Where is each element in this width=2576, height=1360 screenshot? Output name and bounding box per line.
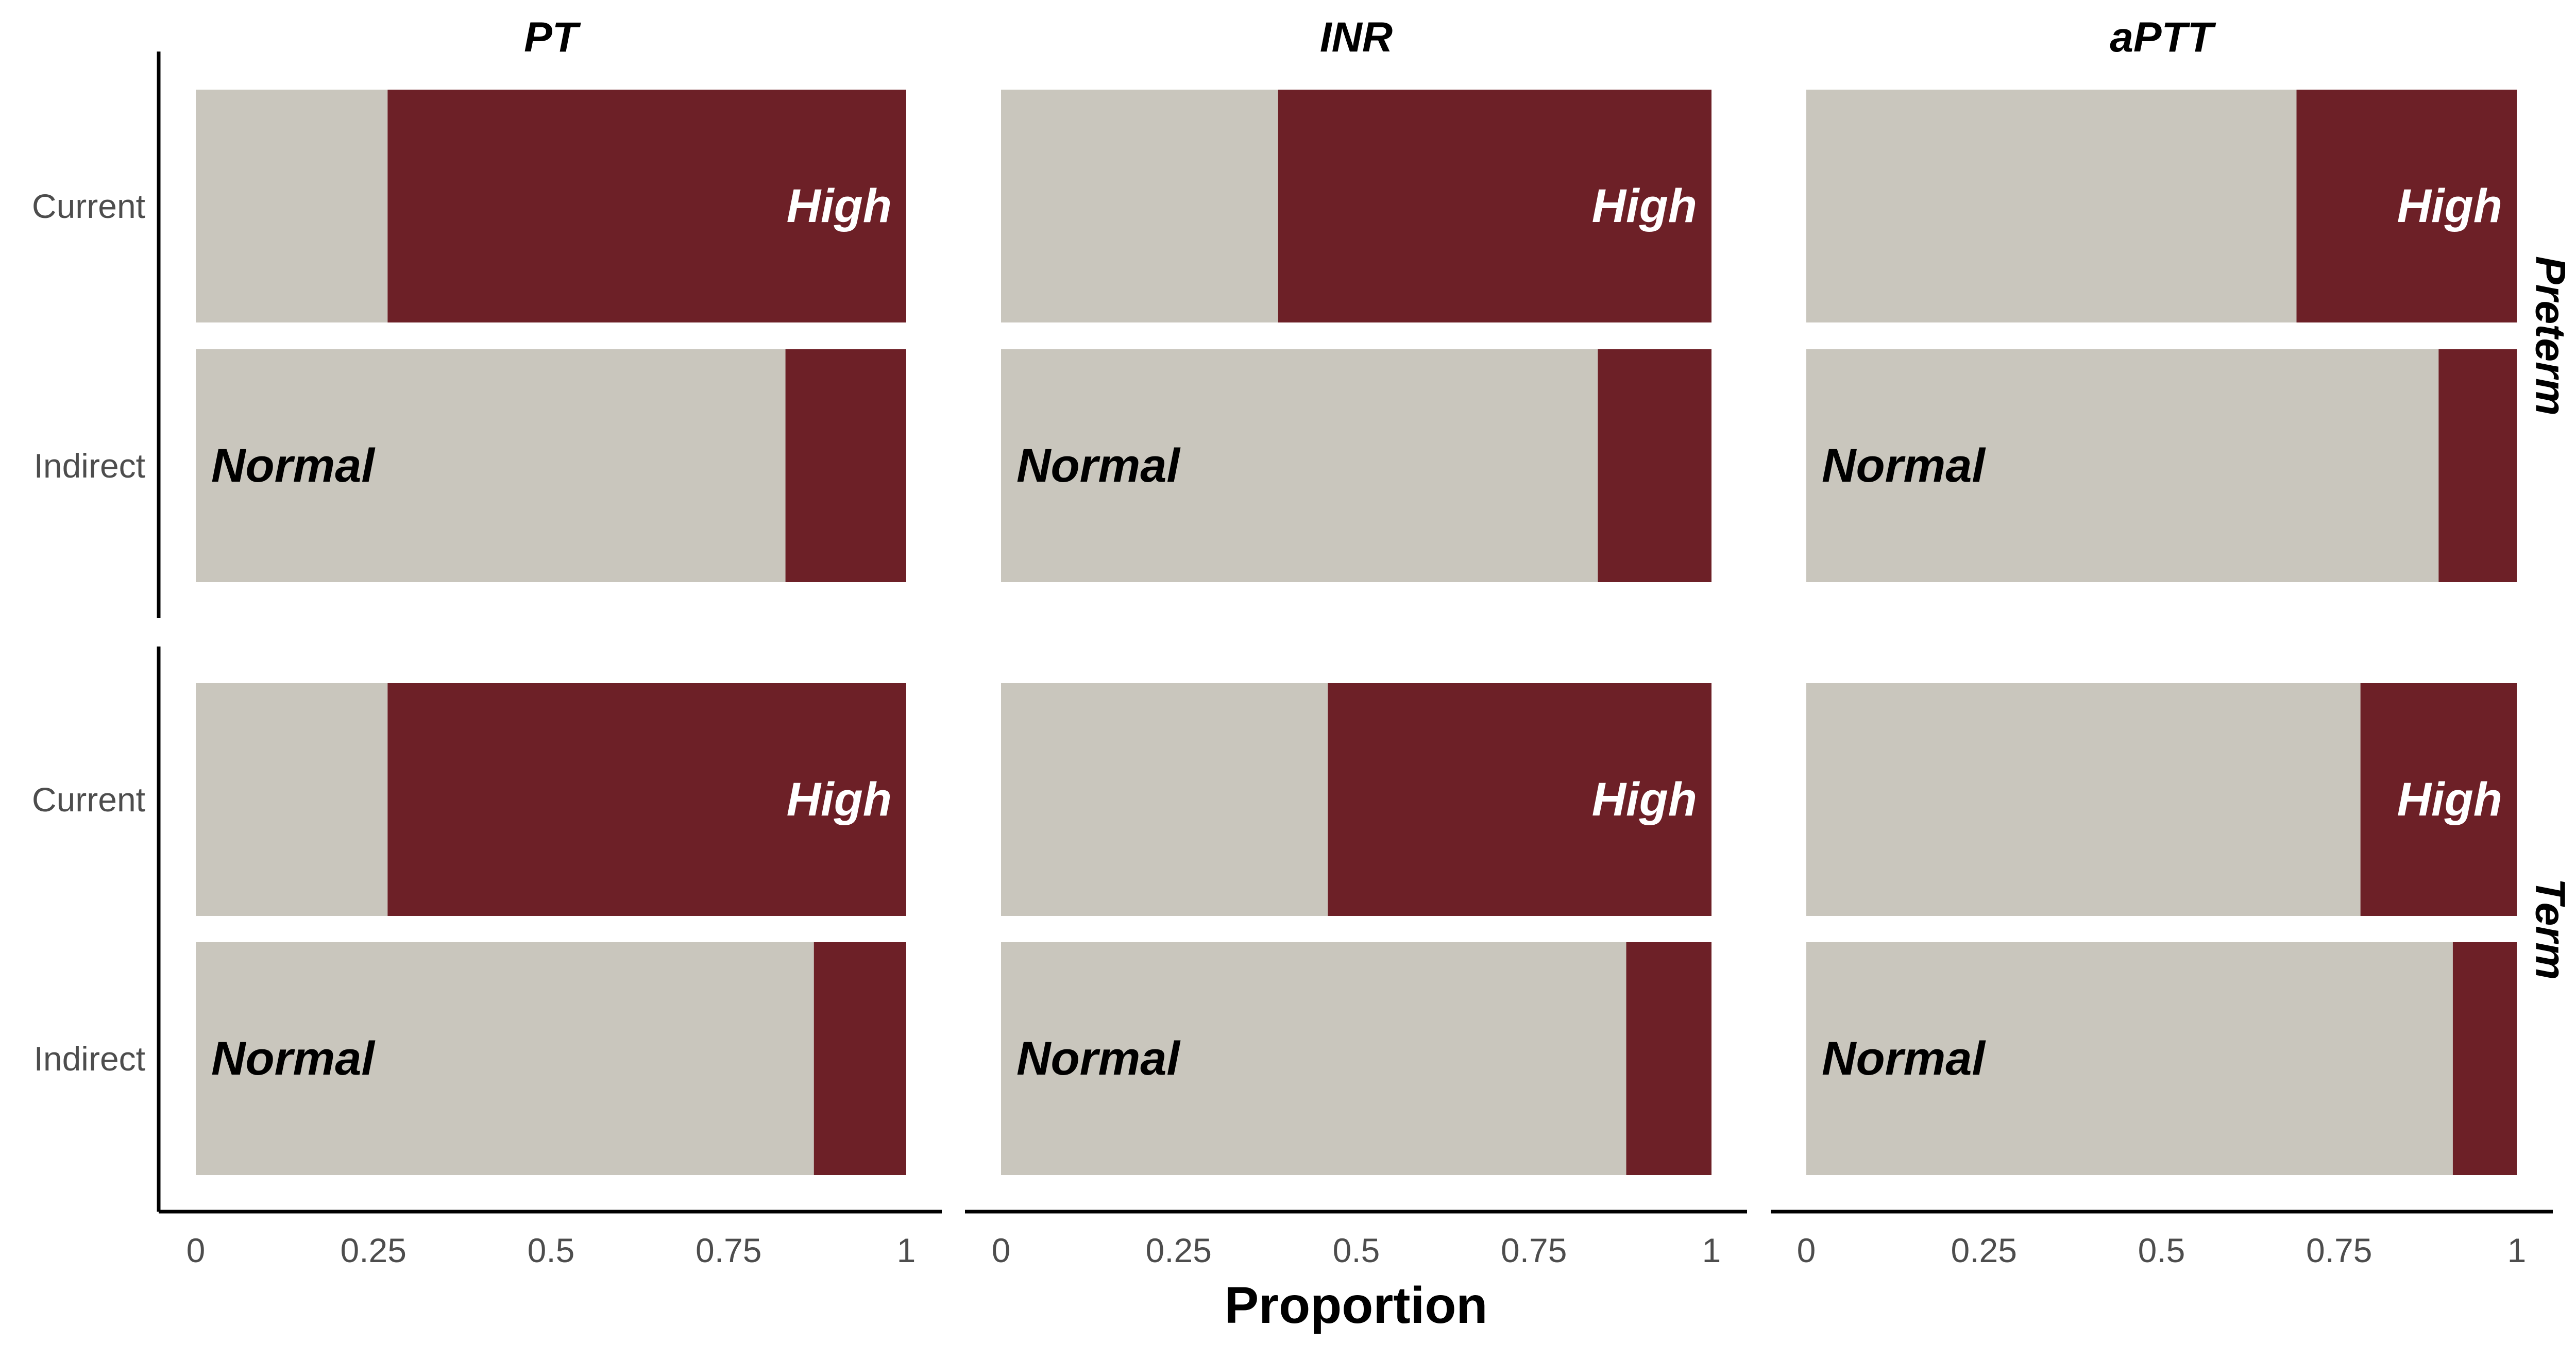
segment-label-high: High xyxy=(2397,180,2502,232)
x-tick-label: 1 xyxy=(2507,1231,2527,1269)
bar-high-aptt-term-indirect xyxy=(2452,942,2517,1175)
x-tick-label: 0.25 xyxy=(1951,1231,2017,1269)
x-tick-label: 0.75 xyxy=(1501,1231,1567,1269)
plot-layer: PT INR aPTT Preterm Term Current Indirect Curre… xyxy=(32,14,2574,1334)
row-title-preterm: Preterm xyxy=(2527,256,2574,416)
segment-label-high: High xyxy=(787,773,892,826)
row-title-term: Term xyxy=(2527,878,2574,980)
segment-label-normal: Normal xyxy=(1016,1032,1181,1085)
segment-label-normal: Normal xyxy=(1822,1032,1986,1085)
bar-high-inr-term-indirect xyxy=(1626,942,1711,1175)
bar-high-inr-term-current xyxy=(1328,683,1711,916)
bar-high-aptt-term-current xyxy=(2360,683,2517,916)
bar-high-pt-preterm-current xyxy=(387,90,906,322)
bar-normal-pt-preterm-current xyxy=(196,90,388,322)
column-title-inr: INR xyxy=(1320,14,1393,61)
bar-normal-aptt-preterm-current xyxy=(1806,90,2297,322)
x-tick-label: 0 xyxy=(187,1231,206,1269)
x-tick-label: 0 xyxy=(1797,1231,1816,1269)
segment-label-normal: Normal xyxy=(211,1032,376,1085)
x-tick-label: 0.75 xyxy=(2306,1231,2372,1269)
bar-high-aptt-preterm-indirect xyxy=(2438,349,2517,582)
segment-label-high: High xyxy=(2397,773,2502,826)
bar-normal-inr-term-current xyxy=(1001,683,1328,916)
segment-label-high: High xyxy=(787,180,892,232)
bar-high-pt-term-indirect xyxy=(814,942,906,1175)
bar-high-inr-preterm-current xyxy=(1278,90,1711,322)
x-tick-label: 0.25 xyxy=(1146,1231,1212,1269)
bar-normal-aptt-preterm-indirect xyxy=(1806,349,2439,582)
bar-normal-aptt-term-indirect xyxy=(1806,942,2453,1175)
column-title-aptt: aPTT xyxy=(2110,14,2216,61)
x-tick-label: 0.5 xyxy=(2138,1231,2185,1269)
x-tick-label: 0.5 xyxy=(528,1231,575,1269)
x-tick-label: 0.75 xyxy=(696,1231,761,1269)
x-tick-label: 1 xyxy=(897,1231,916,1269)
bar-high-inr-preterm-indirect xyxy=(1598,349,1711,582)
category-label-current: Current xyxy=(32,780,145,819)
column-title-pt: PT xyxy=(524,14,581,61)
bar-normal-pt-term-indirect xyxy=(196,942,814,1175)
bar-normal-inr-preterm-current xyxy=(1001,90,1278,322)
category-label-indirect: Indirect xyxy=(34,1040,145,1078)
segment-label-normal: Normal xyxy=(1016,439,1181,492)
x-tick-label: 0.5 xyxy=(1333,1231,1380,1269)
segment-label-high: High xyxy=(1592,773,1697,826)
bar-normal-inr-preterm-indirect xyxy=(1001,349,1598,582)
x-tick-label: 1 xyxy=(1702,1231,1721,1269)
bar-normal-pt-preterm-indirect xyxy=(196,349,786,582)
segment-label-high: High xyxy=(1592,180,1697,232)
x-tick-label: 0.25 xyxy=(341,1231,406,1269)
x-axis-title: Proportion xyxy=(1224,1277,1487,1334)
bar-normal-aptt-term-current xyxy=(1806,683,2361,916)
bar-high-pt-term-current xyxy=(387,683,906,916)
segment-label-normal: Normal xyxy=(211,439,376,492)
bar-high-aptt-preterm-current xyxy=(2296,90,2517,322)
x-tick-label: 0 xyxy=(992,1231,1011,1269)
bar-normal-pt-term-current xyxy=(196,683,388,916)
bar-high-pt-preterm-indirect xyxy=(785,349,906,582)
category-label-indirect: Indirect xyxy=(34,447,145,485)
segment-label-normal: Normal xyxy=(1822,439,1986,492)
category-label-current: Current xyxy=(32,187,145,225)
bar-normal-inr-term-indirect xyxy=(1001,942,1626,1175)
